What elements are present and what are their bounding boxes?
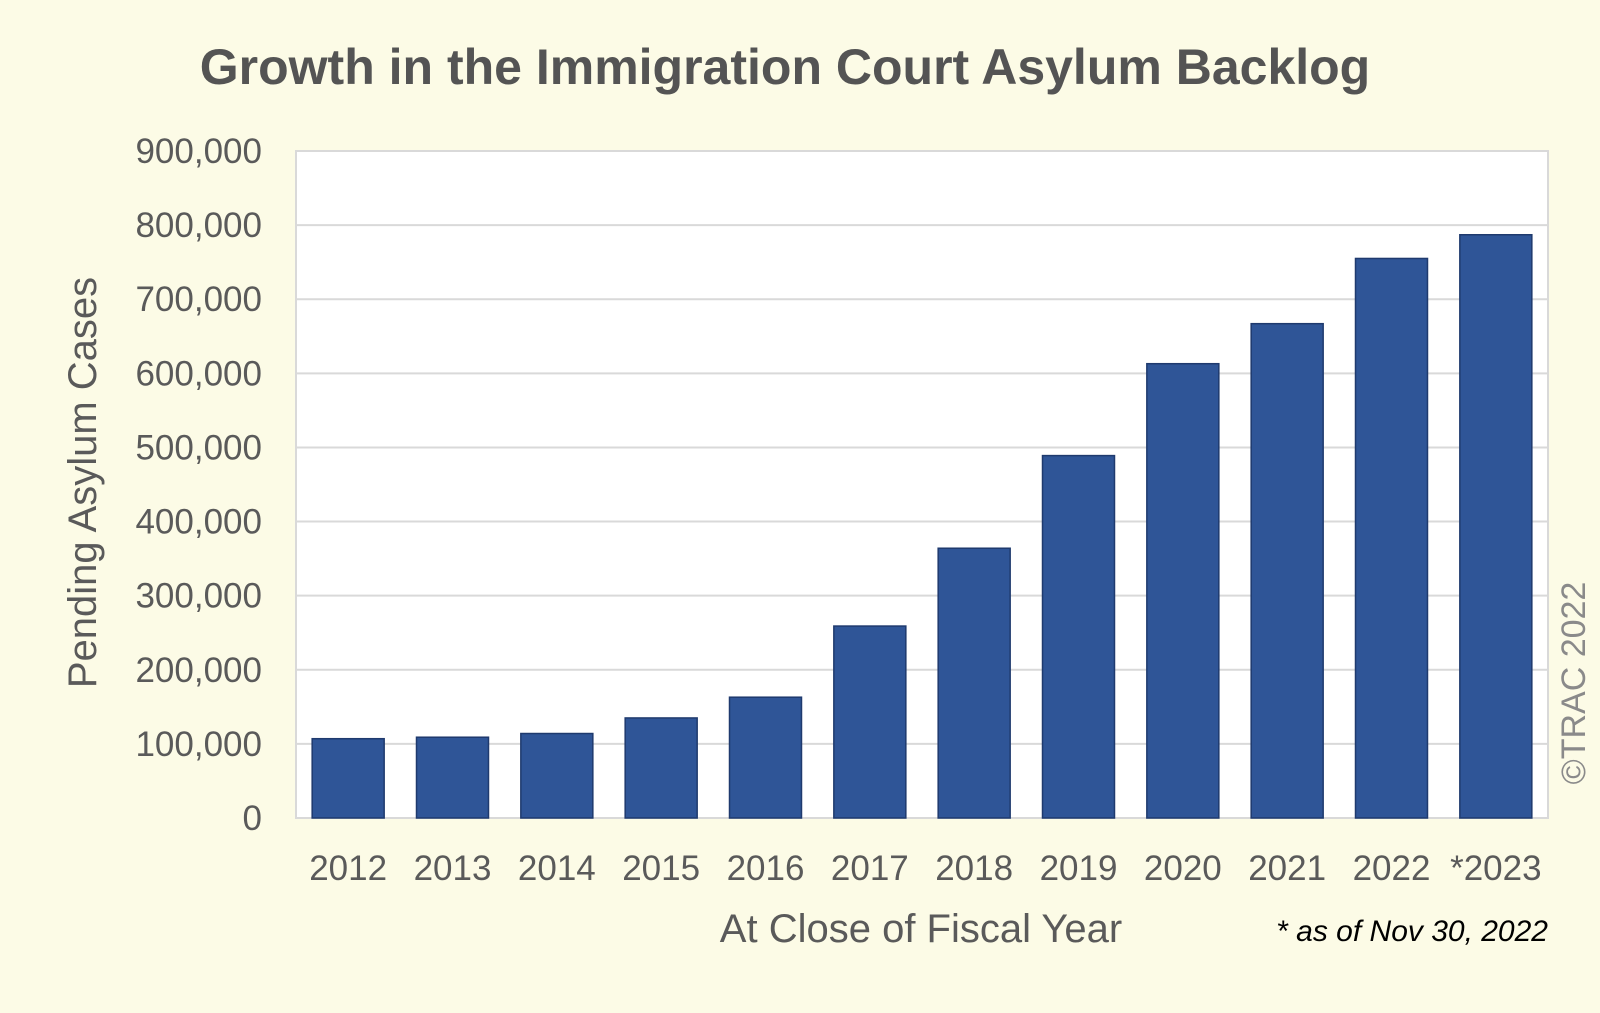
gridlines bbox=[296, 150, 1548, 819]
bar-2015 bbox=[624, 717, 698, 819]
bar-2016 bbox=[728, 696, 803, 819]
x-tick-label: 2013 bbox=[414, 849, 492, 888]
bar-2017 bbox=[833, 625, 907, 819]
x-tick-label: *2023 bbox=[1450, 849, 1541, 888]
y-axis-ticks: 0 100,000 200,000 300,000 400,000 500,000 600,… bbox=[135, 132, 262, 838]
x-tick-label: 2017 bbox=[831, 849, 909, 888]
y-tick-label: 600,000 bbox=[135, 354, 262, 393]
x-tick-label: 2018 bbox=[935, 849, 1013, 888]
x-tick-label: 2016 bbox=[727, 849, 805, 888]
bar-2020 bbox=[1146, 362, 1220, 819]
x-axis-label: At Close of Fiscal Year bbox=[720, 907, 1122, 951]
y-tick-label: 300,000 bbox=[135, 577, 262, 616]
bar-2012 bbox=[311, 737, 385, 819]
y-tick-label: 200,000 bbox=[135, 651, 262, 690]
bar-2019 bbox=[1041, 454, 1116, 819]
bars bbox=[311, 233, 1533, 819]
x-tick-label: 2014 bbox=[518, 849, 596, 888]
x-tick-label: 2022 bbox=[1353, 849, 1431, 888]
y-tick-label: 400,000 bbox=[135, 503, 262, 542]
bar-2014 bbox=[520, 732, 594, 819]
footnote: * as of Nov 30, 2022 bbox=[1276, 915, 1548, 948]
bar-star-2023 bbox=[1459, 233, 1533, 819]
plot-area bbox=[295, 150, 1549, 819]
bar-2013 bbox=[415, 736, 490, 819]
copyright-notice: ©TRAC 2022 bbox=[1555, 582, 1593, 785]
bar-2021 bbox=[1250, 322, 1324, 819]
y-tick-label: 700,000 bbox=[135, 280, 262, 319]
bar-2018 bbox=[937, 547, 1011, 819]
x-axis-ticks: 2012 2013 2014 2015 2016 2017 2018 2019 2020 2021… bbox=[309, 849, 1541, 888]
x-tick-label: 2015 bbox=[622, 849, 700, 888]
x-tick-label: 2020 bbox=[1144, 849, 1222, 888]
y-tick-label: 100,000 bbox=[135, 725, 262, 764]
y-axis-label: Pending Asylum Cases bbox=[61, 277, 105, 688]
y-tick-label: 900,000 bbox=[135, 132, 262, 171]
chart-title-text: Growth in the Immigration Court Asylum B… bbox=[199, 39, 1371, 95]
y-tick-label: 0 bbox=[243, 799, 262, 838]
x-tick-label: 2012 bbox=[309, 849, 387, 888]
y-tick-label: 500,000 bbox=[135, 428, 262, 467]
x-tick-label: 2019 bbox=[1040, 849, 1118, 888]
chart-title: Growth in the Immigration Court Asylum B… bbox=[0, 38, 1600, 96]
x-tick-label: 2021 bbox=[1248, 849, 1326, 888]
y-tick-label: 800,000 bbox=[135, 206, 262, 245]
bar-2022 bbox=[1354, 257, 1429, 819]
